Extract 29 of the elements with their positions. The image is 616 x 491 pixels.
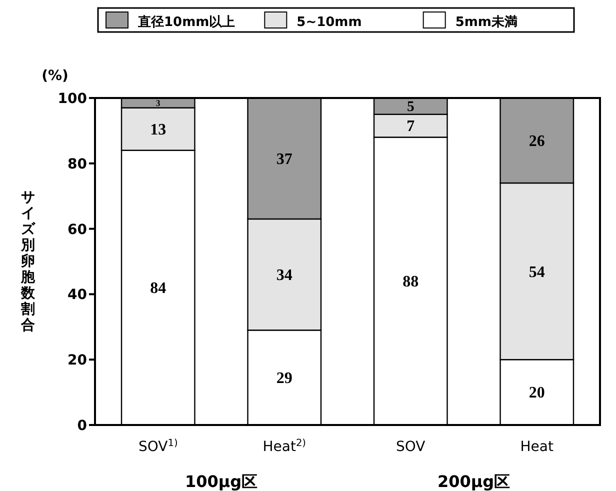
data-label: 34 bbox=[276, 267, 292, 284]
data-label: 7 bbox=[406, 118, 415, 136]
legend-label: 5mm未満 bbox=[455, 15, 518, 30]
y-tick-label: 60 bbox=[68, 222, 88, 238]
text: 100μg区 bbox=[184, 472, 258, 491]
data-label: 37 bbox=[276, 150, 292, 168]
data-label: 88 bbox=[402, 274, 419, 291]
y-tick-label: 100 bbox=[58, 91, 88, 107]
x-tick-label: Heat bbox=[520, 439, 554, 455]
data-label: 29 bbox=[276, 370, 292, 388]
data-label: 5 bbox=[406, 99, 414, 116]
legend-label: 直径10mm以上 bbox=[137, 15, 236, 30]
text: (%) bbox=[42, 68, 68, 84]
data-label: 26 bbox=[528, 132, 545, 150]
x-tick-label: SOV$^{1)}$ bbox=[138, 438, 178, 455]
data-label: 54 bbox=[528, 264, 545, 281]
data-label: 3 bbox=[156, 98, 161, 108]
data-label: 20 bbox=[528, 384, 545, 402]
legend-label: 5~10mm bbox=[296, 15, 362, 30]
x-tick-label: SOV bbox=[396, 439, 426, 455]
text: サイズ別卵胞数割合 bbox=[21, 190, 35, 334]
y-tick-label: 80 bbox=[68, 156, 88, 172]
y-tick-label: 40 bbox=[68, 287, 88, 304]
data-label: 13 bbox=[150, 122, 166, 139]
y-tick-label: 0 bbox=[77, 418, 88, 434]
data-label: 84 bbox=[150, 280, 166, 298]
y-tick-label: 20 bbox=[68, 352, 88, 369]
text: 200μg区 bbox=[437, 472, 510, 491]
x-tick-label: Heat$^{2)}$ bbox=[262, 438, 306, 455]
